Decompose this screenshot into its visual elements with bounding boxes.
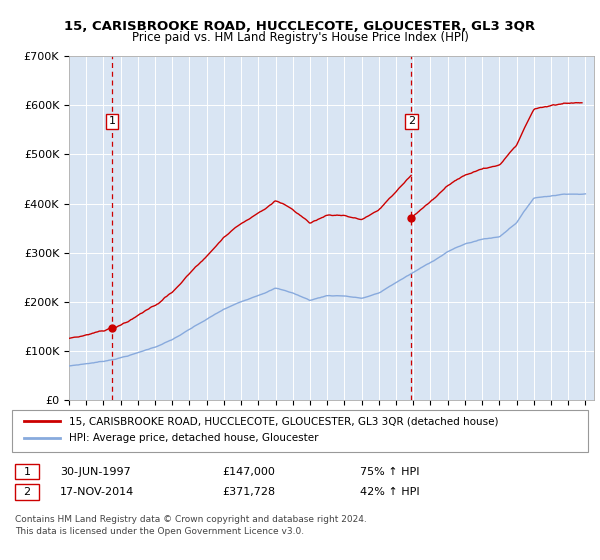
Text: £371,728: £371,728 [222, 487, 275, 497]
Text: 30-JUN-1997: 30-JUN-1997 [60, 466, 131, 477]
Text: 1: 1 [23, 466, 31, 477]
Text: 75% ↑ HPI: 75% ↑ HPI [360, 466, 419, 477]
Text: 15, CARISBROOKE ROAD, HUCCLECOTE, GLOUCESTER, GL3 3QR: 15, CARISBROOKE ROAD, HUCCLECOTE, GLOUCE… [64, 20, 536, 32]
Text: 2: 2 [23, 487, 31, 497]
Text: This data is licensed under the Open Government Licence v3.0.: This data is licensed under the Open Gov… [15, 528, 304, 536]
Text: £147,000: £147,000 [222, 466, 275, 477]
Text: HPI: Average price, detached house, Gloucester: HPI: Average price, detached house, Glou… [69, 433, 319, 443]
Text: 15, CARISBROOKE ROAD, HUCCLECOTE, GLOUCESTER, GL3 3QR (detached house): 15, CARISBROOKE ROAD, HUCCLECOTE, GLOUCE… [69, 416, 499, 426]
Text: 17-NOV-2014: 17-NOV-2014 [60, 487, 134, 497]
Text: Price paid vs. HM Land Registry's House Price Index (HPI): Price paid vs. HM Land Registry's House … [131, 31, 469, 44]
Text: 1: 1 [109, 116, 116, 127]
Text: 42% ↑ HPI: 42% ↑ HPI [360, 487, 419, 497]
Text: Contains HM Land Registry data © Crown copyright and database right 2024.: Contains HM Land Registry data © Crown c… [15, 515, 367, 524]
Text: 2: 2 [407, 116, 415, 127]
